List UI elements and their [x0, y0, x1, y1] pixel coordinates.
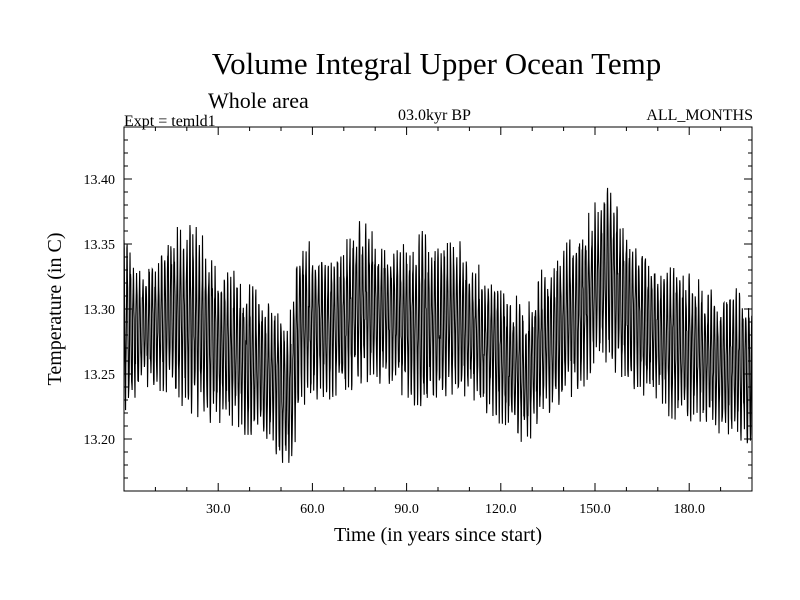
x-tick-label: 90.0: [394, 502, 419, 517]
x-tick-label: 60.0: [300, 502, 325, 517]
chart-title: Volume Integral Upper Ocean Temp: [211, 46, 662, 81]
y-tick-label: 13.30: [84, 303, 116, 318]
y-axis-title: Temperature (in C): [44, 233, 66, 386]
x-axis-title: Time (in years since start): [334, 524, 542, 546]
period-label: 03.0kyr BP: [398, 107, 471, 124]
series-layer: [123, 187, 753, 463]
y-tick-label: 13.35: [84, 238, 116, 253]
x-tick-label: 120.0: [485, 502, 517, 517]
chart-subtitle: Whole area: [208, 88, 309, 113]
y-axis: 13.20 13.25 13.30 13.35 13.40: [84, 139, 752, 479]
y-tick-label: 13.40: [84, 173, 116, 188]
x-tick-label: 30.0: [206, 502, 231, 517]
x-axis: 30.0 60.0 90.0 120.0 150.0 180.0: [154, 127, 722, 517]
experiment-label: Expt = temld1: [124, 113, 216, 130]
y-tick-label: 13.20: [84, 433, 116, 448]
y-tick-label: 13.25: [84, 368, 116, 383]
series-line: [123, 187, 753, 463]
x-tick-label: 150.0: [579, 502, 611, 517]
x-tick-label: 180.0: [673, 502, 705, 517]
months-label: ALL_MONTHS: [646, 107, 753, 124]
